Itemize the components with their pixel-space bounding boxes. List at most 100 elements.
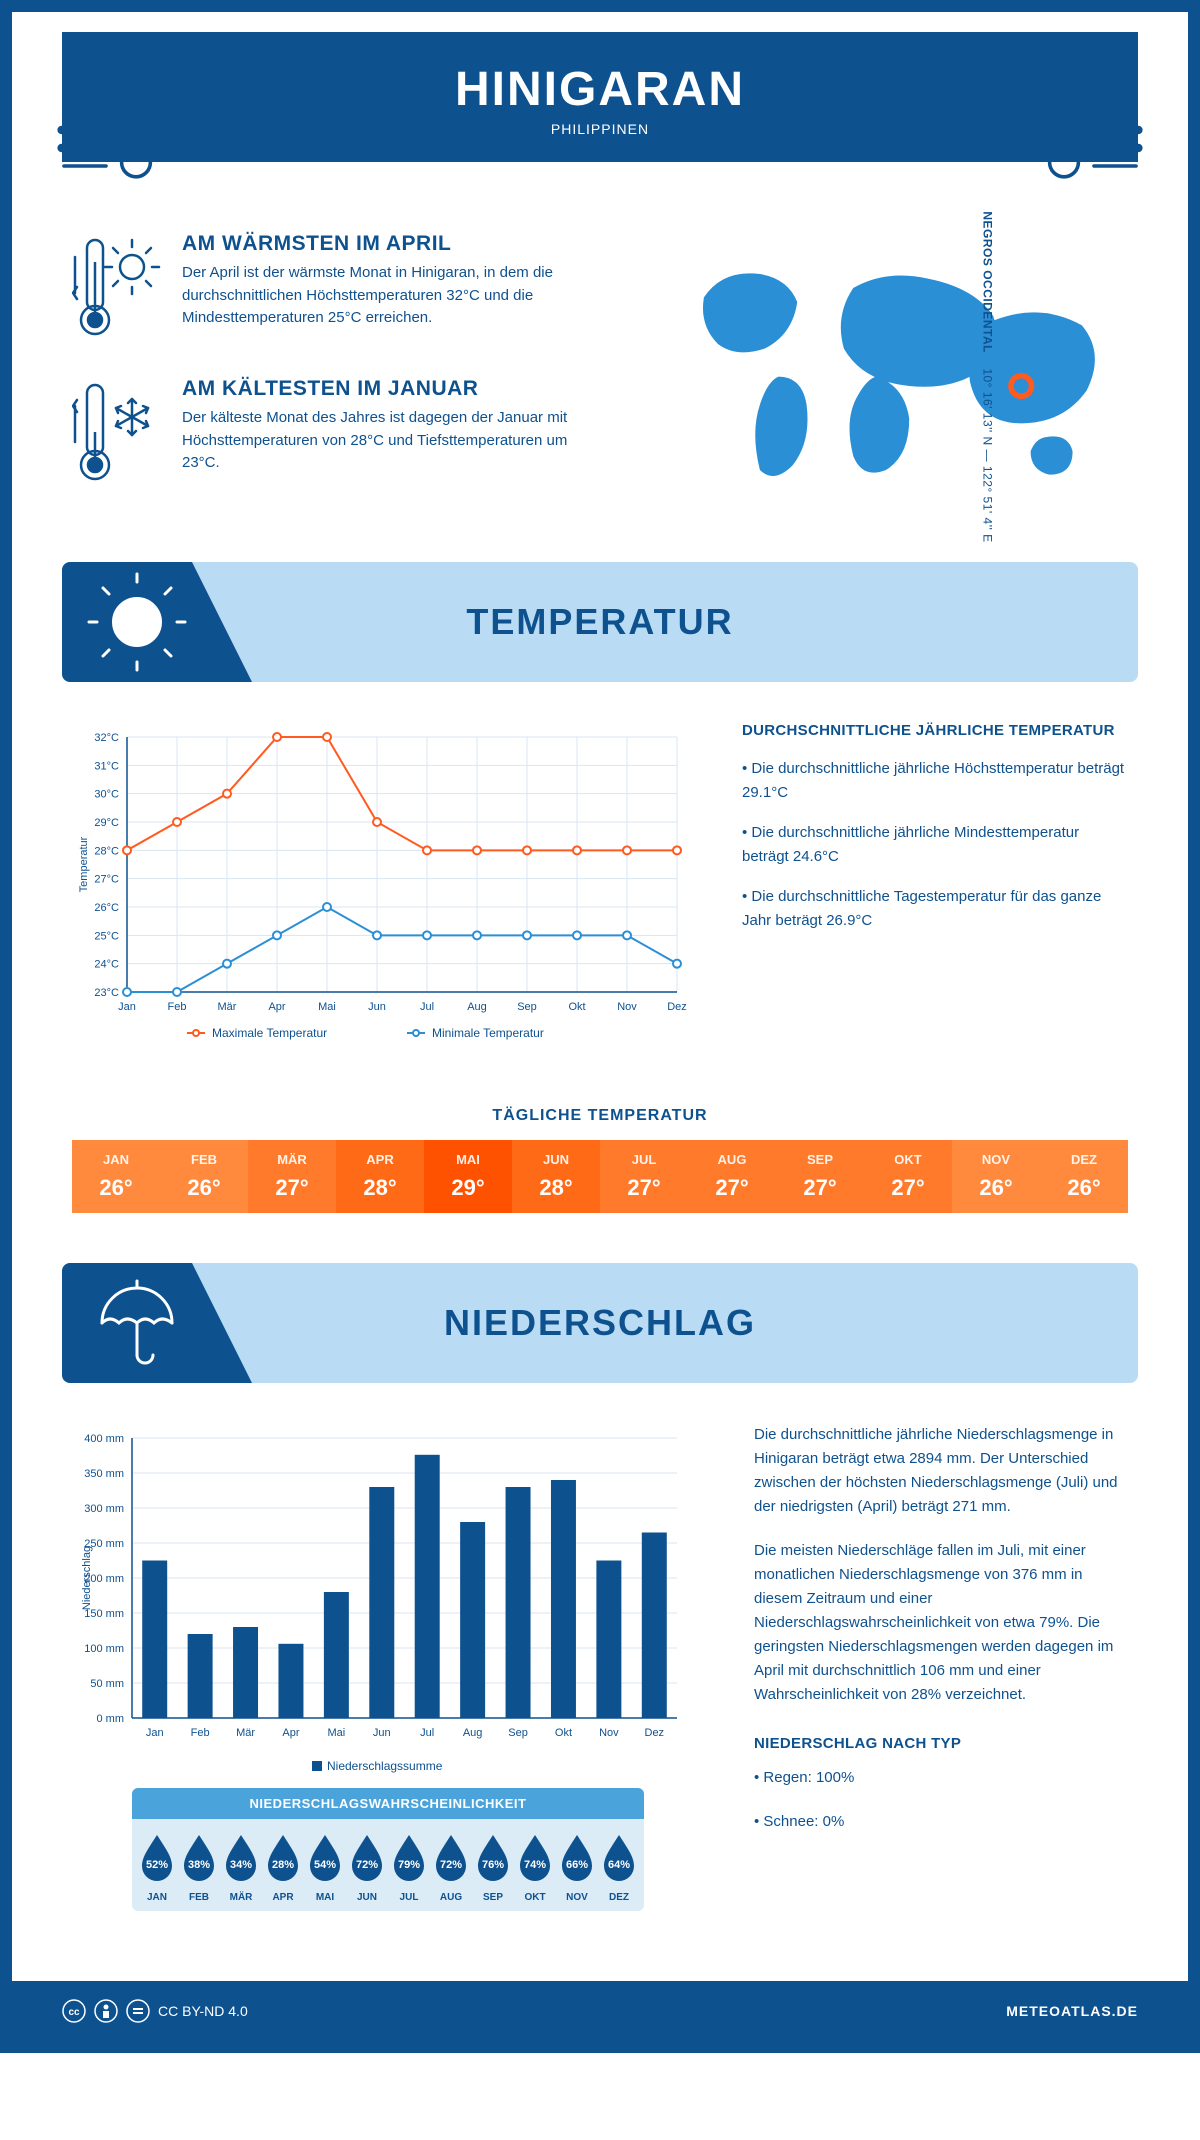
svg-text:Aug: Aug xyxy=(463,1727,483,1739)
svg-text:27°C: 27°C xyxy=(94,874,119,886)
svg-text:38%: 38% xyxy=(188,1859,210,1871)
country-subtitle: PHILIPPINEN xyxy=(62,121,1138,137)
svg-text:Maximale Temperatur: Maximale Temperatur xyxy=(212,1026,327,1040)
precipitation-bar-chart: 0 mm50 mm100 mm150 mm200 mm250 mm300 mm3… xyxy=(72,1423,692,1783)
precip-type-snow: • Schnee: 0% xyxy=(754,1810,1128,1834)
region-label: NEGROS OCCIDENTAL xyxy=(980,211,994,353)
svg-text:74%: 74% xyxy=(524,1859,546,1871)
prob-drop: 64%DEZ xyxy=(598,1831,640,1903)
svg-text:Mär: Mär xyxy=(236,1727,255,1739)
svg-text:Okt: Okt xyxy=(555,1727,572,1739)
svg-text:28%: 28% xyxy=(272,1859,294,1871)
svg-text:Mai: Mai xyxy=(318,1001,336,1013)
svg-text:400 mm: 400 mm xyxy=(84,1433,124,1445)
svg-text:25°C: 25°C xyxy=(94,930,119,942)
precipitation-title: NIEDERSCHLAG xyxy=(444,1302,756,1344)
svg-text:350 mm: 350 mm xyxy=(84,1468,124,1480)
svg-text:66%: 66% xyxy=(566,1859,588,1871)
nd-icon xyxy=(126,1999,150,2023)
svg-text:Temperatur: Temperatur xyxy=(78,836,90,892)
precip-type-heading: NIEDERSCHLAG NACH TYP xyxy=(754,1732,1128,1756)
coldest-fact: AM KÄLTESTEN IM JANUAR Der kälteste Mona… xyxy=(72,377,604,487)
svg-text:Minimale Temperatur: Minimale Temperatur xyxy=(432,1026,544,1040)
license-text: CC BY-ND 4.0 xyxy=(158,2003,248,2019)
daily-cell: JUL27° xyxy=(600,1140,688,1213)
umbrella-icon xyxy=(87,1273,187,1373)
daily-cell: JUN28° xyxy=(512,1140,600,1213)
warmest-title: AM WÄRMSTEN IM APRIL xyxy=(182,232,604,256)
svg-text:24°C: 24°C xyxy=(94,959,119,971)
svg-text:Mär: Mär xyxy=(218,1001,237,1013)
coldest-text: Der kälteste Monat des Jahres ist dagege… xyxy=(182,407,604,475)
temp-bullet-3: • Die durchschnittliche Tagestemperatur … xyxy=(742,885,1128,933)
prob-drop: 34%MÄR xyxy=(220,1831,262,1903)
svg-text:29°C: 29°C xyxy=(94,817,119,829)
svg-text:300 mm: 300 mm xyxy=(84,1503,124,1515)
svg-text:Jan: Jan xyxy=(118,1001,136,1013)
daily-cell: SEP27° xyxy=(776,1140,864,1213)
footer: cc CC BY-ND 4.0 METEOATLAS.DE xyxy=(12,1981,1188,2041)
daily-cell: OKT27° xyxy=(864,1140,952,1213)
warmest-fact: AM WÄRMSTEN IM APRIL Der April ist der w… xyxy=(72,232,604,342)
svg-text:26°C: 26°C xyxy=(94,902,119,914)
daily-cell: MAI29° xyxy=(424,1140,512,1213)
svg-text:64%: 64% xyxy=(608,1859,630,1871)
intro-section: AM WÄRMSTEN IM APRIL Der April ist der w… xyxy=(12,202,1188,562)
sun-icon xyxy=(87,572,187,672)
svg-text:Mai: Mai xyxy=(328,1727,346,1739)
temperature-banner: TEMPERATUR xyxy=(62,562,1138,682)
thermometer-snow-icon xyxy=(72,377,162,487)
svg-text:Aug: Aug xyxy=(467,1001,487,1013)
svg-text:Jul: Jul xyxy=(420,1001,434,1013)
svg-text:32°C: 32°C xyxy=(94,732,119,744)
svg-text:Nov: Nov xyxy=(599,1727,619,1739)
svg-text:Jul: Jul xyxy=(420,1727,434,1739)
city-title: HINIGARAN xyxy=(62,62,1138,117)
svg-text:Niederschlagssumme: Niederschlagssumme xyxy=(327,1759,443,1773)
svg-text:Dez: Dez xyxy=(645,1727,665,1739)
daily-cell: DEZ26° xyxy=(1040,1140,1128,1213)
svg-text:72%: 72% xyxy=(356,1859,378,1871)
prob-drop: 74%OKT xyxy=(514,1831,556,1903)
precipitation-banner: NIEDERSCHLAG xyxy=(62,1263,1138,1383)
temp-text-heading: DURCHSCHNITTLICHE JÄHRLICHE TEMPERATUR xyxy=(742,722,1128,739)
svg-text:31°C: 31°C xyxy=(94,760,119,772)
latitude: 10° 16' 13'' N xyxy=(980,368,994,445)
daily-cell: FEB26° xyxy=(160,1140,248,1213)
prob-drop: 52%JAN xyxy=(136,1831,178,1903)
prob-drop: 54%MAI xyxy=(304,1831,346,1903)
prob-drop: 79%JUL xyxy=(388,1831,430,1903)
svg-text:28°C: 28°C xyxy=(94,845,119,857)
svg-text:30°C: 30°C xyxy=(94,789,119,801)
svg-text:72%: 72% xyxy=(440,1859,462,1871)
prob-drop: 28%APR xyxy=(262,1831,304,1903)
site-name: METEOATLAS.DE xyxy=(1006,2003,1138,2019)
svg-text:50 mm: 50 mm xyxy=(90,1678,124,1690)
precip-probability-box: NIEDERSCHLAGSWAHRSCHEINLICHKEIT 52%JAN38… xyxy=(132,1788,644,1911)
temperature-title: TEMPERATUR xyxy=(466,601,733,643)
daily-cell: MÄR27° xyxy=(248,1140,336,1213)
temp-bullet-1: • Die durchschnittliche jährliche Höchst… xyxy=(742,757,1128,805)
prob-drop: 72%AUG xyxy=(430,1831,472,1903)
temp-bullet-2: • Die durchschnittliche jährliche Mindes… xyxy=(742,821,1128,869)
svg-text:Dez: Dez xyxy=(667,1001,687,1013)
by-icon xyxy=(94,1999,118,2023)
svg-text:Jun: Jun xyxy=(373,1727,391,1739)
prob-drop: 72%JUN xyxy=(346,1831,388,1903)
svg-text:Feb: Feb xyxy=(168,1001,187,1013)
world-map-icon xyxy=(644,232,1128,512)
prob-drop: 38%FEB xyxy=(178,1831,220,1903)
svg-text:Sep: Sep xyxy=(517,1001,537,1013)
svg-text:Feb: Feb xyxy=(191,1727,210,1739)
thermometer-sun-icon xyxy=(72,232,162,342)
svg-text:79%: 79% xyxy=(398,1859,420,1871)
prob-drop: 66%NOV xyxy=(556,1831,598,1903)
svg-text:76%: 76% xyxy=(482,1859,504,1871)
infographic-container: HINIGARAN PHILIPPINEN AM WÄRMSTEN IM APR… xyxy=(0,0,1200,2053)
temperature-line-chart: 23°C24°C25°C26°C27°C28°C29°C30°C31°C32°C… xyxy=(72,722,692,1062)
coordinates: NEGROS OCCIDENTAL 10° 16' 13'' N — 122° … xyxy=(980,211,994,542)
svg-text:Sep: Sep xyxy=(508,1727,528,1739)
svg-text:34%: 34% xyxy=(230,1859,252,1871)
prob-title: NIEDERSCHLAGSWAHRSCHEINLICHKEIT xyxy=(132,1788,644,1819)
longitude: 122° 51' 4'' E xyxy=(980,466,994,543)
